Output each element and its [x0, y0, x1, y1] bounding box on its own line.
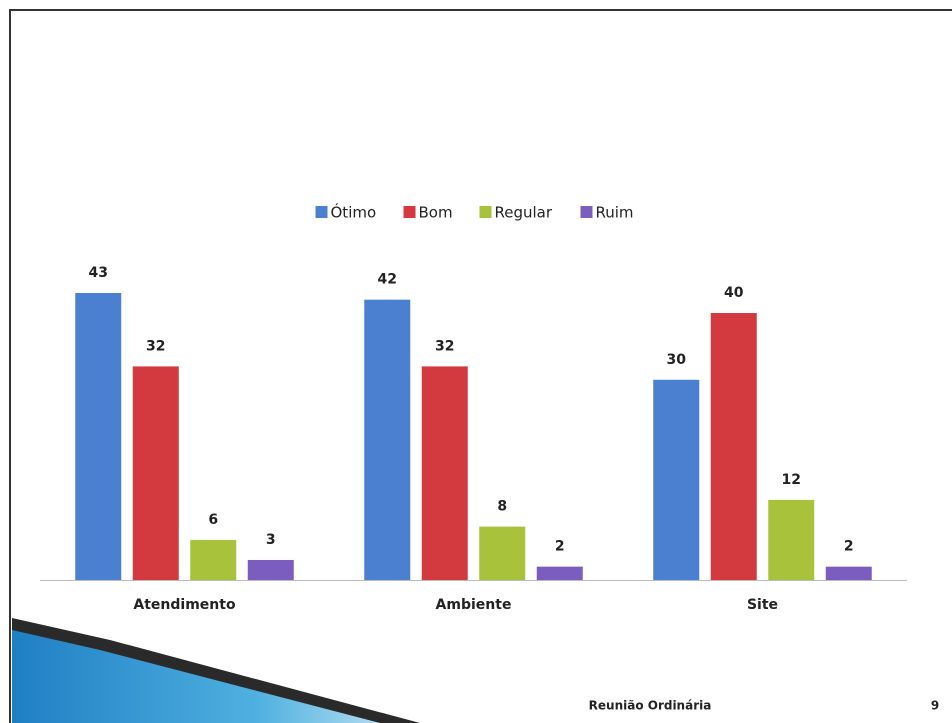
- legend-swatch: [315, 206, 328, 218]
- value-label: 12: [782, 472, 801, 488]
- page-number: 9: [931, 699, 939, 713]
- legend-swatch: [403, 206, 416, 218]
- legend-label: Ruim: [596, 204, 634, 222]
- legend-label: Regular: [495, 204, 553, 222]
- legend-label: Ótimo: [331, 203, 377, 222]
- legend-swatch: [479, 206, 492, 218]
- value-label: 40: [724, 285, 744, 301]
- bar: [75, 293, 122, 580]
- value-label: 8: [497, 499, 507, 515]
- bar: [768, 499, 815, 580]
- legend-swatch: [580, 206, 593, 218]
- value-label: 2: [555, 539, 565, 555]
- bar: [247, 559, 294, 580]
- bar: [825, 566, 872, 580]
- value-label: 43: [89, 265, 108, 281]
- legend-label: Bom: [419, 204, 453, 222]
- bar: [132, 366, 179, 580]
- decor-swoosh-edge: [12, 618, 420, 723]
- bar: [190, 539, 237, 580]
- value-label: 2: [844, 539, 854, 555]
- bar: [536, 566, 583, 580]
- footer-text: Reunião Ordinária: [589, 699, 712, 713]
- x-tick-label: Atendimento: [133, 597, 236, 613]
- value-label: 32: [435, 338, 454, 354]
- value-label: 30: [667, 352, 687, 368]
- bar: [364, 299, 411, 580]
- bar: [710, 313, 757, 580]
- x-tick-label: Ambiente: [436, 597, 512, 613]
- value-label: 3: [266, 532, 276, 548]
- bar: [653, 379, 700, 580]
- value-label: 42: [378, 272, 397, 288]
- bar: [421, 366, 468, 580]
- bar: [479, 526, 526, 580]
- value-label: 32: [146, 338, 165, 354]
- value-label: 6: [208, 512, 218, 528]
- slide-frame: [9, 9, 952, 723]
- x-tick-label: Site: [747, 597, 778, 613]
